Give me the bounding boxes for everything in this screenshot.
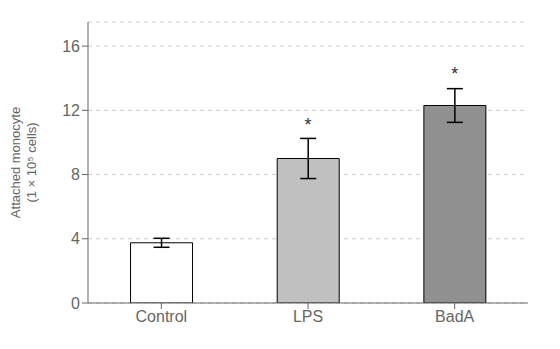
svg-text:0: 0 [71,295,80,312]
svg-text:BadA: BadA [435,308,474,325]
svg-text:*: * [451,64,458,84]
svg-text:12: 12 [62,102,80,119]
svg-text:8: 8 [71,166,80,183]
svg-text:Control: Control [136,308,188,325]
svg-text:LPS: LPS [293,308,323,325]
svg-text:16: 16 [62,38,80,55]
svg-text:Attached monocyte(1 × 10⁵ cell: Attached monocyte(1 × 10⁵ cells) [8,107,39,218]
svg-text:*: * [304,115,311,135]
svg-text:4: 4 [71,230,80,247]
